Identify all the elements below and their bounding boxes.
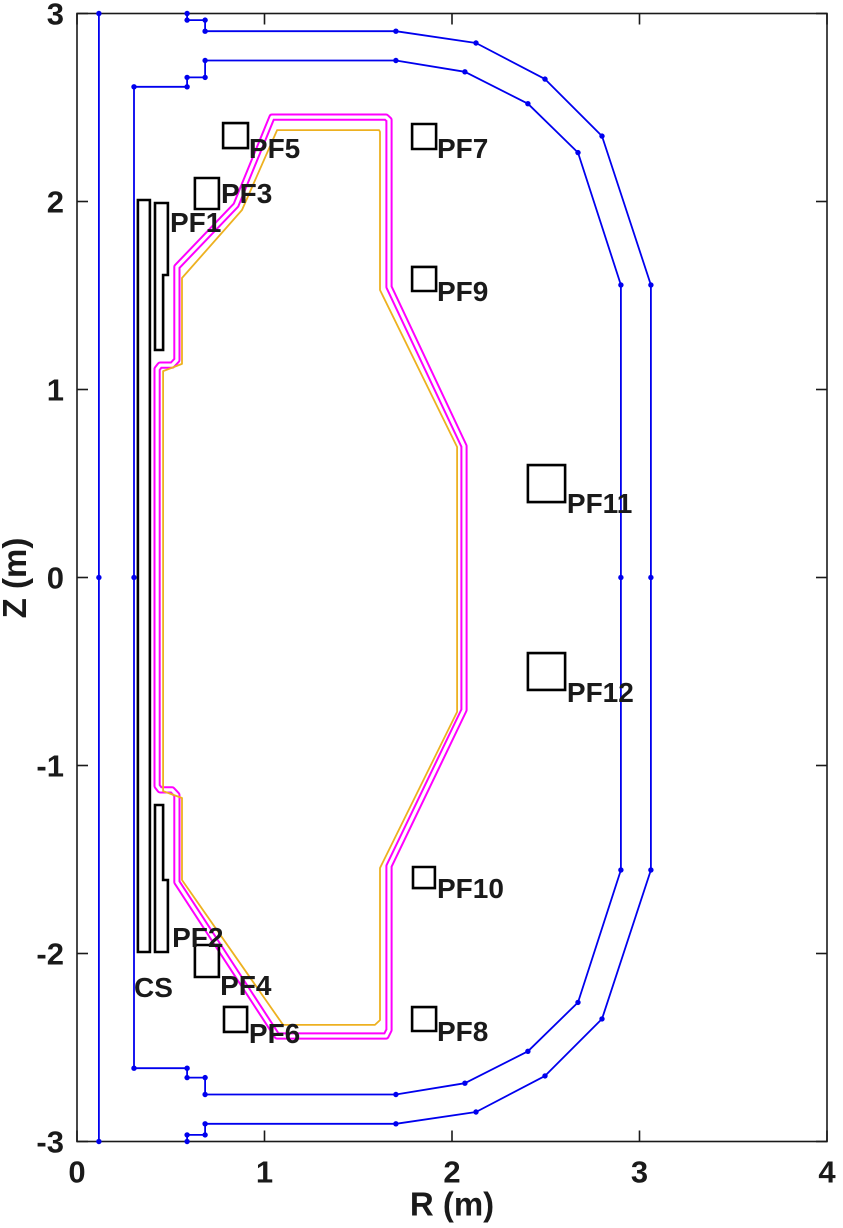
series-vessel-outer-inboard-leg-marker <box>96 1138 102 1145</box>
coil-label-cs: CS <box>134 972 173 1003</box>
coil-label-pf2: PF2 <box>172 922 223 953</box>
series-vessel-outer-marker <box>202 1121 208 1127</box>
coil-label-pf5: PF5 <box>249 133 300 164</box>
y-tick-label: 2 <box>47 185 64 220</box>
series-first-wall-core <box>155 115 466 1038</box>
series-vessel-inner-marker <box>184 1074 190 1081</box>
coil-label-pf8: PF8 <box>437 1016 488 1047</box>
coil-pf8 <box>410 1005 438 1033</box>
coil-label-pf6: PF6 <box>249 1018 300 1049</box>
series-vessel-outer-marker <box>473 1109 479 1115</box>
series-vessel-outer-marker <box>542 1073 548 1079</box>
coil-label-pf3: PF3 <box>221 178 272 209</box>
series-vessel-inner-marker <box>462 1080 468 1086</box>
series-vessel-outer-marker <box>599 133 605 139</box>
coil-pf6 <box>222 1005 249 1034</box>
coil-label-pf9: PF9 <box>437 276 488 307</box>
series-vessel-inner-marker <box>618 574 624 581</box>
series-vessel-inner-marker <box>525 1048 531 1055</box>
series-vessel-outer-marker <box>393 28 399 34</box>
series-vessel-inner-marker <box>575 999 581 1006</box>
coil-label-pf10: PF10 <box>437 873 504 904</box>
series-vessel-outer-marker <box>473 40 479 46</box>
series-vessel-inner-marker <box>393 1091 399 1098</box>
coil-pf2 <box>153 803 170 954</box>
series-vessel-outer-marker <box>542 76 548 82</box>
coil-pf1 <box>153 201 170 352</box>
x-tick-label: 3 <box>631 1155 648 1190</box>
coil-pf4 <box>193 943 221 979</box>
series-vessel-outer-marker <box>648 282 654 288</box>
coil-label-pf4: PF4 <box>220 970 272 1001</box>
series-vessel-outer-marker <box>648 574 654 581</box>
coil-pf9 <box>410 265 438 293</box>
coil-label-pf1: PF1 <box>170 207 221 238</box>
series-vessel-outer-marker <box>184 1132 190 1138</box>
series-vessel-inner-marker <box>202 74 208 81</box>
x-tick-label: 1 <box>256 1155 273 1190</box>
coil-pf3 <box>193 176 221 211</box>
series-vessel-inner-marker <box>393 57 399 64</box>
series-vessel-inner-marker <box>618 282 624 288</box>
series-vessel-outer-marker <box>648 867 654 873</box>
series-vessel-inner-marker <box>618 867 624 873</box>
series-vessel-outer-marker <box>184 17 190 23</box>
series-plasma-boundary <box>162 129 458 1026</box>
series-vessel-outer-marker <box>202 17 208 23</box>
series-vessel-outer-inboard-leg-marker <box>96 574 102 581</box>
series-vessel-inner-marker <box>202 1074 208 1081</box>
x-tick-label: 2 <box>443 1155 460 1190</box>
y-tick-label: 3 <box>47 0 64 32</box>
y-tick-label: 1 <box>47 373 64 408</box>
series-vessel-outer-marker <box>202 28 208 34</box>
coil-label-pf7: PF7 <box>437 133 488 164</box>
y-tick-label: -2 <box>36 937 64 972</box>
series-vessel-outer-marker <box>599 1016 605 1022</box>
series-vessel-inner-marker <box>202 57 208 64</box>
series-vessel-outer-marker <box>184 1138 190 1145</box>
series-vessel-inner-marker <box>131 1065 137 1071</box>
series-vessel-outer-marker <box>393 1121 399 1127</box>
series-vessel-outer-marker <box>202 1132 208 1138</box>
series-vessel-inner-marker <box>184 84 190 90</box>
series-vessel-inner-marker <box>575 149 581 156</box>
series-vessel-inner-marker <box>131 84 137 90</box>
coil-pf10 <box>411 865 437 890</box>
y-axis-label: Z (m) <box>0 538 33 619</box>
series-vessel-inner-marker <box>525 101 531 107</box>
x-tick-label: 0 <box>68 1155 85 1190</box>
series-vessel-inner-marker <box>184 1065 190 1071</box>
series-vessel-outer-inboard-leg-marker <box>96 10 102 17</box>
series-vessel-inner-marker <box>202 1091 208 1098</box>
series-vessel-inner-marker <box>131 574 137 581</box>
x-tick-label: 4 <box>818 1155 836 1190</box>
coil-cs <box>136 198 152 954</box>
series-vessel-inner-marker <box>462 69 468 75</box>
y-tick-label: -1 <box>36 749 64 784</box>
coil-label-pf11: PF11 <box>567 488 632 519</box>
coil-pf7 <box>410 122 438 151</box>
coil-pf11 <box>526 463 567 504</box>
y-tick-label: -3 <box>36 1125 64 1160</box>
coil-pf5 <box>221 121 250 150</box>
coil-label-pf12: PF12 <box>567 677 634 708</box>
x-axis-label: R (m) <box>410 1186 494 1223</box>
y-tick-label: 0 <box>47 561 64 596</box>
series-vessel-outer-marker <box>184 10 190 17</box>
series-vessel-inner-marker <box>184 74 190 81</box>
coil-pf12 <box>526 651 567 692</box>
